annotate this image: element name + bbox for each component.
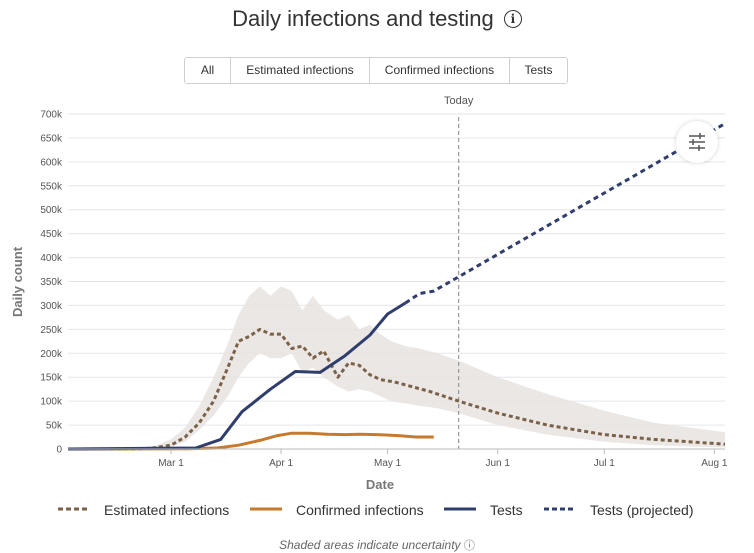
- y-tick-label: 50k: [46, 421, 63, 432]
- confirmed-infections-line: [67, 431, 434, 451]
- filter-all-button[interactable]: All: [185, 58, 230, 83]
- today-label: Today: [444, 95, 474, 107]
- y-tick-label: 500k: [40, 205, 63, 216]
- info-icon[interactable]: i: [503, 10, 522, 28]
- filter-confirmed-infections-button[interactable]: Confirmed infections: [369, 58, 509, 83]
- y-tick-label: 350k: [40, 277, 63, 288]
- y-tick-label: 100k: [40, 397, 63, 408]
- x-tick-label: May 1: [374, 458, 402, 469]
- axes: [68, 448, 725, 454]
- tests-line: [67, 301, 407, 451]
- x-tick-label: Jul 1: [594, 458, 616, 469]
- y-tick-label: 700k: [40, 110, 63, 121]
- info-icon[interactable]: ⓘ: [463, 540, 475, 552]
- legend-label: Tests (projected): [590, 502, 694, 518]
- y-tick-label: 300k: [40, 301, 63, 312]
- page-title: Daily infections and testing i: [0, 6, 754, 32]
- legend-label: Confirmed infections: [296, 502, 424, 518]
- y-tick-label: 450k: [40, 229, 63, 240]
- x-tick-label: Aug 1: [701, 458, 728, 469]
- x-tick-label: Jun 1: [485, 458, 510, 469]
- x-axis-label: Date: [366, 477, 394, 492]
- x-tick-label: Mar 1: [158, 458, 184, 469]
- sliders-icon: [689, 133, 705, 151]
- x-tick-labels: Mar 1 Apr 1 May 1 Jun 1 Jul 1 Aug 1: [158, 458, 728, 469]
- series-lines: [67, 122, 726, 451]
- y-tick-label: 600k: [40, 157, 63, 168]
- y-tick-label: 0: [56, 445, 62, 456]
- legend-label: Tests: [490, 502, 523, 518]
- y-tick-label: 200k: [40, 349, 63, 360]
- y-axis-label: Daily count: [10, 246, 25, 317]
- uncertainty-band-area: [68, 286, 725, 449]
- footnote-text: Shaded areas indicate uncertainty: [279, 538, 461, 552]
- uncertainty-band: [68, 286, 725, 449]
- y-tick-labels: 0 50k 100k 150k 200k 250k 300k 350k 400k 450k 500k…: [40, 110, 63, 456]
- y-tick-label: 250k: [40, 325, 63, 336]
- y-tick-label: 650k: [40, 133, 63, 144]
- chart-settings-button[interactable]: [676, 121, 718, 163]
- tests-projected-line: [404, 122, 726, 305]
- x-tick-label: Apr 1: [269, 458, 293, 469]
- today-marker: Today: [444, 95, 474, 449]
- filter-tests-button[interactable]: Tests: [509, 58, 567, 83]
- estimated-infections-line: [68, 327, 726, 451]
- filter-estimated-infections-button[interactable]: Estimated infections: [230, 58, 369, 83]
- y-tick-label: 400k: [40, 253, 63, 264]
- y-tick-label: 150k: [40, 373, 63, 384]
- series-filter-group: All Estimated infections Confirmed infec…: [184, 57, 568, 84]
- uncertainty-footnote: Shaded areas indicate uncertainty ⓘ: [0, 537, 754, 553]
- y-tick-label: 550k: [40, 181, 63, 192]
- legend-label: Estimated infections: [104, 502, 230, 518]
- title-text: Daily infections and testing: [232, 6, 494, 31]
